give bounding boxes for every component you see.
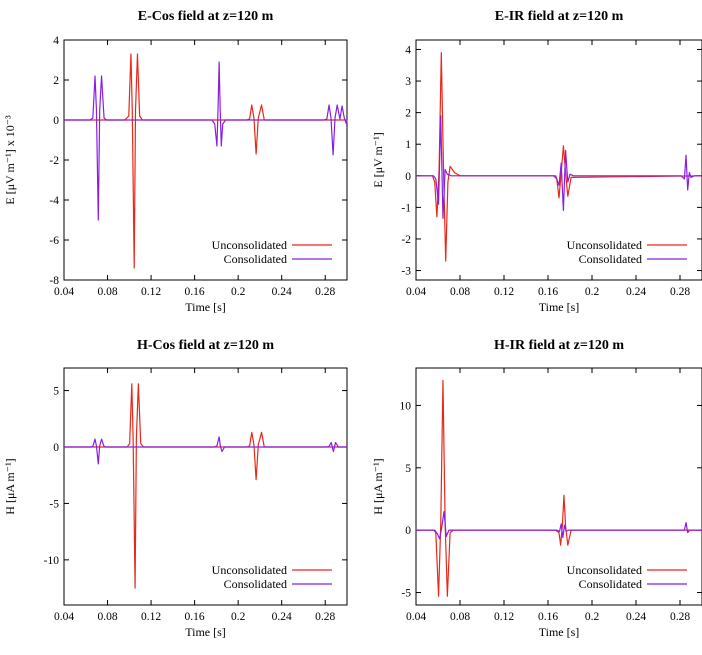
chart-title: E-Cos field at z=120 m — [138, 9, 274, 24]
chart-panel-3: H-Cos field at z=120 m 0.04 0.08 0.12 0.16 0.… — [3, 338, 348, 639]
x-tick-label: 0.16 — [538, 286, 558, 298]
series-line-unconsolidated — [416, 379, 702, 597]
legend-label: Consolidated — [579, 252, 642, 266]
x-tick-label: 0.24 — [626, 611, 646, 623]
legend-label: Unconsolidated — [212, 563, 287, 577]
y-tick-label: -3 — [401, 266, 411, 278]
x-tick-label: 0.28 — [315, 611, 335, 623]
y-tick-label: 0 — [53, 115, 59, 127]
x-tick-label: 0.2 — [231, 611, 246, 623]
x-tick-label: 0.12 — [494, 286, 514, 298]
x-tick-label: 0.04 — [54, 286, 74, 298]
x-tick-label: 0.2 — [231, 286, 246, 298]
y-tick-label: -5 — [49, 498, 59, 510]
y-tick-label: 5 — [405, 463, 411, 475]
y-axis-label: E [μV m⁻¹] — [371, 132, 385, 187]
x-tick-label: 0.16 — [185, 286, 205, 298]
y-axis-label: E [μV m⁻¹] x 10⁻³ — [3, 115, 17, 205]
y-tick-label: 4 — [405, 44, 411, 56]
x-tick-label: 0.08 — [97, 611, 117, 623]
x-axis-label: Time [s] — [539, 625, 580, 639]
series-line-unconsolidated — [64, 53, 347, 269]
y-tick-label: 4 — [53, 35, 59, 47]
y-tick-label: 0 — [53, 442, 59, 454]
plot-frame — [415, 39, 702, 281]
y-tick-label: -8 — [49, 275, 59, 287]
y-tick-label: 2 — [405, 108, 411, 120]
x-tick-label: 0.04 — [406, 611, 426, 623]
plot-frame — [63, 367, 348, 606]
series-line-consolidated — [64, 61, 348, 221]
x-tick-label: 0.28 — [670, 611, 690, 623]
x-tick-label: 0.04 — [54, 611, 74, 623]
x-tick-label: 0.24 — [626, 286, 646, 298]
legend-label: Consolidated — [224, 252, 287, 266]
y-tick-label: -1 — [401, 202, 411, 214]
x-tick-label: 0.24 — [272, 611, 292, 623]
y-tick-label: -6 — [49, 235, 59, 247]
x-tick-label: 0.12 — [494, 611, 514, 623]
x-tick-label: 0.04 — [406, 286, 426, 298]
chart-title: H-IR field at z=120 m — [494, 338, 624, 353]
y-axis-label: H [μA m⁻¹] — [371, 458, 385, 514]
x-axis-label: Time [s] — [539, 300, 580, 314]
x-tick-label: 0.2 — [585, 286, 600, 298]
x-axis-label: Time [s] — [185, 300, 226, 314]
y-tick-label: -5 — [401, 588, 411, 600]
x-tick-label: 0.12 — [141, 286, 161, 298]
legend-label: Unconsolidated — [567, 563, 642, 577]
series-line-consolidated — [416, 510, 702, 540]
y-tick-label: 1 — [405, 139, 411, 151]
series-line-unconsolidated — [416, 52, 702, 262]
x-tick-label: 0.2 — [585, 611, 600, 623]
chart-panel-1: E-Cos field at z=120 m 0.04 0.08 0.12 0.16 0.… — [3, 9, 348, 314]
y-tick-label: 0 — [405, 171, 411, 183]
y-tick-label: -10 — [44, 555, 60, 567]
y-tick-label: -2 — [401, 234, 411, 246]
series-line-consolidated — [64, 436, 347, 465]
y-tick-label: 3 — [405, 76, 411, 88]
series-line-unconsolidated — [64, 383, 347, 589]
plot-frame — [415, 367, 702, 606]
x-tick-label: 0.28 — [315, 286, 335, 298]
y-tick-label: -4 — [49, 195, 59, 207]
y-tick-label: 10 — [400, 400, 412, 412]
legend-label: Consolidated — [579, 577, 642, 591]
y-tick-label: 0 — [405, 525, 411, 537]
x-tick-label: 0.08 — [450, 286, 470, 298]
x-axis-label: Time [s] — [185, 625, 226, 639]
chart-panel-4: H-IR field at z=120 m 0.04 0.08 0.12 0.16 0.2… — [371, 338, 702, 639]
x-tick-label: 0.12 — [141, 611, 161, 623]
y-tick-label: -2 — [49, 155, 59, 167]
legend-label: Unconsolidated — [212, 238, 287, 252]
x-tick-label: 0.28 — [670, 286, 690, 298]
x-tick-label: 0.24 — [272, 286, 292, 298]
chart-panel-2: E-IR field at z=120 m 0.04 0.08 0.12 0.16 0.2… — [371, 9, 702, 314]
legend-label: Unconsolidated — [567, 238, 642, 252]
x-tick-label: 0.16 — [185, 611, 205, 623]
y-axis-label: H [μA m⁻¹] — [3, 458, 17, 514]
y-tick-label: 2 — [53, 75, 59, 87]
chart-title: E-IR field at z=120 m — [495, 9, 624, 24]
plot-frame — [63, 39, 348, 281]
x-tick-label: 0.08 — [97, 286, 117, 298]
chart-title: H-Cos field at z=120 m — [137, 338, 274, 353]
series-line-consolidated — [416, 115, 702, 220]
x-tick-label: 0.16 — [538, 611, 558, 623]
y-tick-label: 5 — [53, 386, 59, 398]
legend-label: Consolidated — [224, 577, 287, 591]
x-tick-label: 0.08 — [450, 611, 470, 623]
